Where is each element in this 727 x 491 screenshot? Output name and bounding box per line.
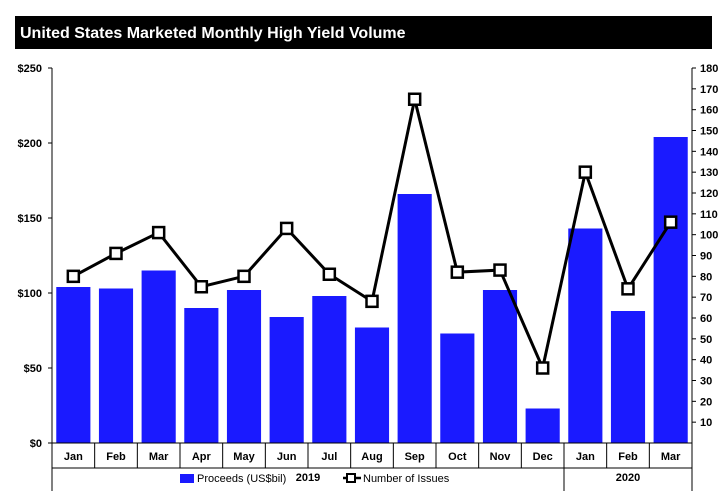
right-tick-label-14: 150 [700, 126, 718, 138]
category-label-1: Feb [106, 451, 126, 463]
right-tick-label-0: 10 [700, 417, 712, 429]
right-tick-label-7: 80 [700, 271, 712, 283]
issues-point-6 [322, 267, 337, 281]
bar-14 [653, 137, 688, 443]
issues-point-0 [66, 269, 81, 284]
left-tick-label-4: $200 [18, 138, 42, 150]
category-label-2: Mar [149, 451, 169, 463]
title-bar [15, 16, 712, 49]
right-tick-label-10: 110 [700, 209, 718, 221]
legend-label-proceeds: Proceeds (US$bil) [197, 473, 286, 485]
right-tick-label-3: 40 [700, 355, 712, 367]
bar-0 [56, 287, 91, 443]
left-tick-label-1: $50 [24, 363, 42, 375]
issues-point-4 [237, 269, 251, 284]
bar-9 [440, 333, 475, 443]
category-label-8: Sep [405, 451, 425, 463]
right-tick-label-9: 100 [700, 230, 718, 242]
issues-point-7 [365, 294, 379, 309]
left-tick-label-3: $150 [18, 213, 42, 225]
bar-7 [354, 327, 390, 443]
right-tick-label-17: 180 [700, 63, 718, 75]
category-label-7: Aug [361, 451, 382, 463]
issues-point-3 [194, 280, 209, 294]
left-tick-label-0: $0 [30, 438, 42, 450]
legend-marker-issues [346, 473, 356, 483]
right-tick-label-6: 70 [700, 292, 712, 304]
right-tick-label-11: 120 [700, 188, 718, 200]
right-tick-label-12: 130 [700, 167, 718, 179]
category-label-4: May [233, 451, 255, 463]
legend-label-issues: Number of Issues [363, 473, 450, 485]
year-label-0: 2019 [296, 472, 320, 484]
bar-5 [269, 317, 304, 443]
issues-point-12 [578, 165, 593, 179]
right-tick-label-4: 50 [700, 334, 712, 346]
right-tick-label-15: 160 [700, 105, 718, 117]
right-tick-label-2: 30 [700, 376, 712, 388]
bar-13 [610, 311, 646, 443]
axes-layer: $0 $50 $100 $150 $200 $250 10 20 30 40 50 60 70 80 90 1… [18, 63, 719, 450]
bar-1 [98, 288, 134, 443]
line-layer [66, 92, 678, 375]
legend-swatch-proceeds [180, 474, 194, 483]
right-tick-label-1: 20 [700, 396, 712, 408]
category-label-5: Jun [277, 451, 297, 463]
bar-8 [397, 194, 432, 443]
right-tick-label-16: 170 [700, 84, 718, 96]
x-axis-layer: Jan Feb Mar Apr May Jun Jul Aug Sep Oct Nov Dec Jan F… [51, 443, 693, 491]
issues-point-11 [535, 361, 550, 375]
issues-point-9 [450, 265, 465, 279]
bar-2 [141, 270, 176, 443]
category-label-10: Nov [490, 451, 512, 463]
year-label-1: 2020 [616, 472, 640, 484]
category-label-9: Oct [448, 451, 467, 463]
issues-point-1 [109, 246, 123, 261]
left-tick-label-5: $250 [18, 63, 42, 75]
issues-point-13 [621, 282, 635, 296]
category-label-14: Mar [661, 451, 681, 463]
bar-12 [568, 228, 603, 443]
bars-layer [56, 137, 688, 443]
right-tick-label-8: 90 [700, 251, 712, 263]
bar-6 [312, 296, 347, 443]
issues-point-10 [493, 263, 507, 277]
bar-3 [184, 308, 219, 443]
category-label-13: Feb [618, 451, 638, 463]
issues-point-14 [663, 215, 678, 229]
left-tick-label-2: $100 [18, 288, 42, 300]
issues-point-2 [151, 225, 166, 240]
category-label-11: Dec [533, 451, 553, 463]
issues-point-5 [279, 221, 294, 236]
legend: Proceeds (US$bil) Number of Issues [180, 473, 450, 485]
category-label-6: Jul [321, 451, 337, 463]
category-label-3: Apr [192, 451, 212, 463]
issues-point-8 [407, 92, 422, 106]
category-label-12: Jan [576, 451, 595, 463]
category-label-0: Jan [64, 451, 83, 463]
bar-10 [482, 290, 518, 443]
right-tick-label-5: 60 [700, 313, 712, 325]
bar-11 [525, 408, 560, 443]
chart-title: United States Marketed Monthly High Yiel… [20, 25, 406, 42]
bar-4 [226, 290, 262, 443]
right-tick-label-13: 140 [700, 146, 718, 158]
